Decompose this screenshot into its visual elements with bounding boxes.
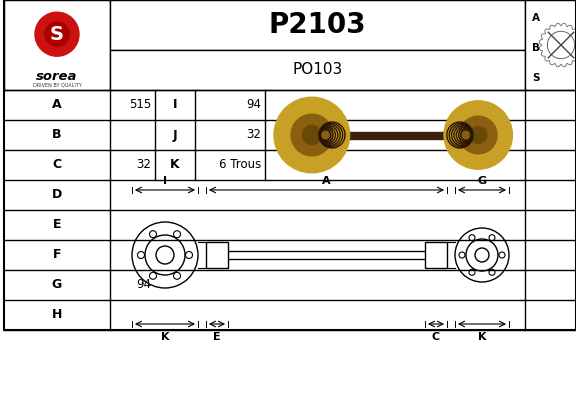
- Text: I: I: [173, 99, 177, 112]
- Text: D: D: [52, 188, 62, 202]
- Text: 32: 32: [136, 158, 151, 171]
- Text: PO103: PO103: [293, 62, 343, 77]
- Text: 94: 94: [246, 99, 261, 112]
- Circle shape: [469, 126, 487, 143]
- Bar: [425, 242, 447, 268]
- Bar: [525, 0, 576, 90]
- Bar: [4, 0, 576, 330]
- Circle shape: [460, 116, 497, 154]
- Text: S: S: [532, 73, 540, 83]
- Circle shape: [444, 101, 513, 169]
- Text: C: C: [432, 332, 440, 342]
- Text: E: E: [53, 219, 61, 232]
- Text: J: J: [173, 128, 177, 141]
- Text: A: A: [532, 13, 540, 23]
- Text: 32: 32: [246, 128, 261, 141]
- Bar: [206, 242, 228, 268]
- Text: K: K: [478, 332, 486, 342]
- Text: E: E: [213, 332, 221, 342]
- Text: G: G: [52, 278, 62, 291]
- Circle shape: [302, 126, 321, 145]
- Text: B: B: [52, 128, 62, 141]
- Text: A: A: [322, 176, 331, 186]
- Text: K: K: [170, 158, 180, 171]
- Text: 6 Trous: 6 Trous: [219, 158, 261, 171]
- Text: P2103: P2103: [268, 11, 366, 39]
- Text: F: F: [53, 249, 61, 261]
- Text: B: B: [532, 43, 540, 53]
- Text: I: I: [163, 176, 167, 186]
- Text: G: G: [478, 176, 487, 186]
- Text: C: C: [52, 158, 62, 171]
- Circle shape: [45, 22, 69, 46]
- Text: 94: 94: [136, 278, 151, 291]
- Circle shape: [274, 97, 350, 173]
- Bar: [110, 50, 525, 90]
- Text: 515: 515: [129, 99, 151, 112]
- Text: S: S: [50, 25, 64, 44]
- Circle shape: [291, 114, 332, 156]
- Text: K: K: [161, 332, 169, 342]
- Circle shape: [35, 12, 79, 56]
- Text: A: A: [52, 99, 62, 112]
- Bar: [4, 0, 110, 90]
- Text: H: H: [52, 308, 62, 322]
- Text: DRIVEN BY QUALITY: DRIVEN BY QUALITY: [33, 82, 81, 88]
- Bar: [110, 0, 525, 50]
- Text: sorea: sorea: [36, 70, 78, 82]
